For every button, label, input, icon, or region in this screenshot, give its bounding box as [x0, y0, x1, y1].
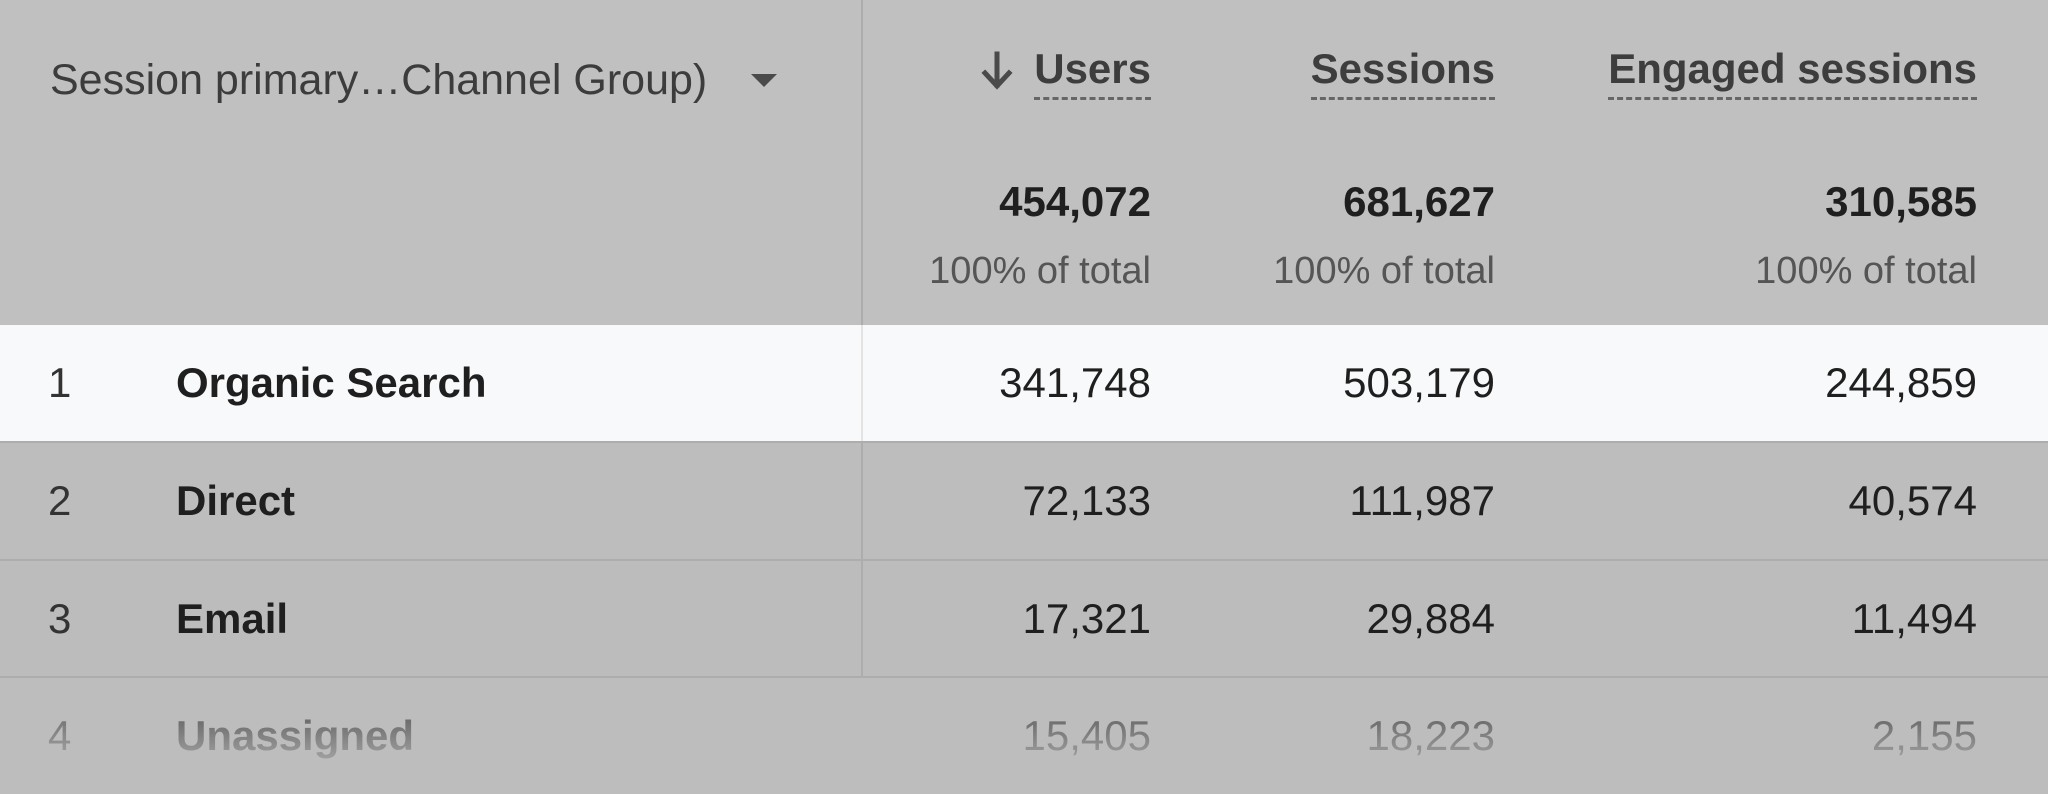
table-row[interactable]: 3 Email 17,321 29,884 11,494 [0, 559, 2048, 677]
column-label-sessions[interactable]: Sessions [1310, 45, 1495, 100]
row-index: 2 [48, 477, 72, 524]
column-label-users[interactable]: Users [1034, 45, 1151, 100]
arrow-down-icon[interactable] [980, 51, 1014, 93]
column-label-engaged-sessions[interactable]: Engaged sessions [1608, 45, 1977, 100]
pct-engaged-sessions: 100% of total [1755, 250, 1977, 292]
row-users: 341,748 [999, 359, 1151, 406]
row-users: 15,405 [1022, 712, 1151, 759]
row-channel: Direct [176, 477, 296, 524]
total-users: 454,072 [999, 178, 1151, 225]
row-users: 72,133 [1022, 477, 1151, 524]
pct-sessions: 100% of total [1273, 250, 1495, 292]
column-header-engaged-sessions[interactable]: Engaged sessions [1608, 42, 1977, 102]
row-index: 4 [48, 712, 72, 759]
row-index: 3 [48, 595, 72, 642]
total-engaged-sessions: 310,585 [1825, 178, 1977, 225]
table-row[interactable]: 1 Organic Search 341,748 503,179 244,859 [0, 325, 2048, 441]
row-sessions: 29,884 [1366, 595, 1495, 642]
row-index: 1 [48, 359, 72, 406]
row-users: 17,321 [1022, 595, 1151, 642]
table-row[interactable]: 2 Direct 72,133 111,987 40,574 [0, 441, 2048, 559]
column-header-sessions[interactable]: Sessions [1310, 42, 1495, 102]
row-channel: Unassigned [176, 712, 415, 759]
pct-users: 100% of total [929, 250, 1151, 292]
row-sessions: 111,987 [1349, 477, 1495, 524]
row-engaged-sessions: 11,494 [1851, 595, 1977, 642]
row-sessions: 18,223 [1366, 712, 1495, 759]
row-sessions: 503,179 [1343, 359, 1495, 406]
total-sessions: 681,627 [1343, 178, 1495, 225]
dimension-label: Session primary…Channel Group) [50, 55, 708, 104]
report-table: Session primary…Channel Group) Users Ses… [0, 0, 2048, 776]
caret-down-icon[interactable] [751, 73, 778, 87]
row-channel: Email [176, 595, 289, 642]
row-channel: Organic Search [176, 359, 487, 406]
row-engaged-sessions: 40,574 [1848, 477, 1977, 524]
table-header: Session primary…Channel Group) Users Ses… [0, 0, 2048, 325]
dimension-picker[interactable]: Session primary…Channel Group) [50, 52, 778, 108]
row-engaged-sessions: 2,155 [1871, 712, 1977, 759]
column-divider [861, 325, 863, 441]
column-header-users[interactable]: Users [980, 42, 1151, 102]
row-engaged-sessions: 244,859 [1825, 359, 1977, 406]
table-row[interactable]: 4 Unassigned 15,405 18,223 2,155 [0, 676, 2048, 794]
